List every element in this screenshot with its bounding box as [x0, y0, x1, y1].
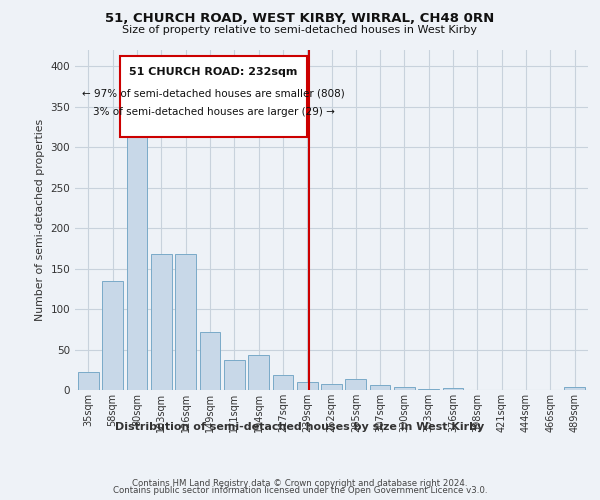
Text: 51 CHURCH ROAD: 232sqm: 51 CHURCH ROAD: 232sqm	[130, 67, 298, 77]
Text: Distribution of semi-detached houses by size in West Kirby: Distribution of semi-detached houses by …	[115, 422, 485, 432]
Bar	[248, 355, 269, 390]
Text: Contains public sector information licensed under the Open Government Licence v3: Contains public sector information licen…	[113, 486, 487, 495]
Text: Contains HM Land Registry data © Crown copyright and database right 2024.: Contains HM Land Registry data © Crown c…	[132, 478, 468, 488]
Text: 3% of semi-detached houses are larger (29) →: 3% of semi-detached houses are larger (2…	[92, 106, 335, 117]
Bar	[564, 387, 585, 390]
Bar	[321, 384, 342, 390]
FancyBboxPatch shape	[120, 56, 307, 136]
Bar	[103, 280, 123, 390]
Bar	[418, 389, 439, 390]
Bar	[370, 385, 391, 390]
Text: 51, CHURCH ROAD, WEST KIRBY, WIRRAL, CH48 0RN: 51, CHURCH ROAD, WEST KIRBY, WIRRAL, CH4…	[106, 12, 494, 26]
Bar	[78, 372, 99, 390]
Bar	[224, 360, 245, 390]
Text: ← 97% of semi-detached houses are smaller (808): ← 97% of semi-detached houses are smalle…	[82, 88, 345, 98]
Bar	[443, 388, 463, 390]
Bar	[394, 387, 415, 390]
Bar	[151, 254, 172, 390]
Bar	[175, 254, 196, 390]
Bar	[297, 382, 317, 390]
Y-axis label: Number of semi-detached properties: Number of semi-detached properties	[35, 119, 45, 321]
Text: Size of property relative to semi-detached houses in West Kirby: Size of property relative to semi-detach…	[122, 25, 478, 35]
Bar	[200, 332, 220, 390]
Bar	[346, 380, 366, 390]
Bar	[272, 374, 293, 390]
Bar	[127, 135, 148, 390]
